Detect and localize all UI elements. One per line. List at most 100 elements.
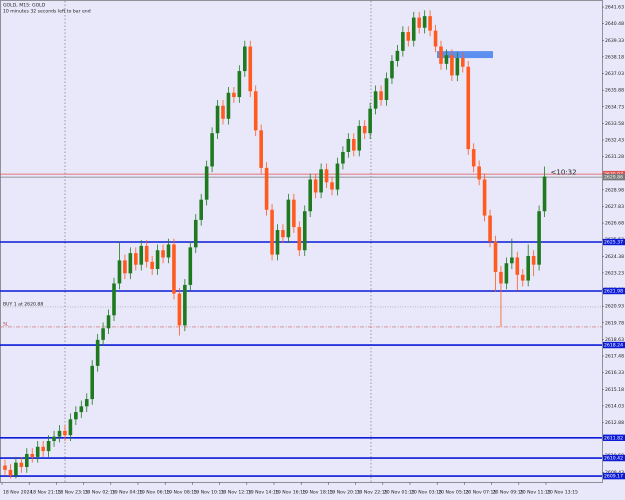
x-tick-label: 19 Nov 22:15 [357,490,388,496]
chart-title: GOLD, M15: GOLD [3,3,46,9]
candle-body [52,436,56,441]
y-tick-label: 2633.58 [605,121,624,127]
candle-body [357,125,362,151]
x-tick-label: 20 Nov 01:15 [384,490,415,496]
x-tick-label: 19 Nov 20:15 [329,490,360,496]
candle-body [439,46,443,64]
y-tick-label: 2609.43 [605,470,624,476]
candle-body [177,293,182,326]
candle-body [166,244,171,258]
x-tick-label: 19 Nov 06:15 [139,490,170,496]
level-tag-label: 2629.86 [604,175,623,181]
level-tag-label: 2610.42 [604,456,623,462]
candle-body [30,453,35,457]
x-tick-label: 19 Nov 14:15 [248,490,279,496]
level-tag-label: 2618.24 [604,343,623,349]
candle-body [123,260,127,274]
candle-body [193,219,198,248]
candle-body [221,105,225,119]
candle-body [422,16,427,28]
buy-label: BUY 1 at 2620.88 [3,301,43,307]
y-tick-label: 2631.28 [605,154,624,160]
y-tick-label: 2615.18 [605,387,624,393]
candle-body [57,430,62,437]
y-tick-label: 2614.03 [605,403,624,409]
x-tick-label: 19 Nov 16:15 [275,490,306,496]
candle-body [313,179,318,193]
candle-body [68,419,73,436]
candle-body [281,230,285,238]
candle-body [101,328,105,340]
y-tick-label: 2635.88 [605,88,624,94]
y-tick-label: 2639.33 [605,38,624,44]
candle-body [395,50,400,61]
y-tick-label: 2620.93 [605,304,624,310]
candle-body [172,244,176,294]
x-tick-label: 18 Nov 21:15 [30,490,61,496]
x-tick-label: 18 Nov 2024 [3,490,32,496]
x-tick-label: 20 Nov 11:15 [520,490,551,496]
candle-body [352,138,356,151]
candle-body [253,91,258,131]
candle-body [433,30,438,47]
candle-body [335,163,340,190]
candle-body [428,16,432,31]
candle-body [510,257,514,264]
candle-body [161,250,165,258]
candle-body [134,253,138,265]
x-tick-label: 20 Nov 07:15 [465,490,496,496]
x-tick-label: 19 Nov 18:15 [302,490,333,496]
candle-body [188,247,193,285]
candle-body [95,339,100,366]
candle-body [237,71,242,98]
candle-body [401,32,405,51]
candle-body [259,130,263,168]
price-zone [437,51,493,59]
candle-body [379,91,383,100]
x-tick-label: 20 Nov 13:15 [547,490,578,496]
candle-body [90,365,94,400]
y-tick-label: 2624.38 [605,254,624,260]
candle-body [270,209,274,255]
candle-body [232,92,236,98]
level-tag [603,472,625,480]
candle-body [35,446,40,457]
candle-body [215,105,220,134]
candle-body [384,78,389,100]
y-tick-label: 2619.78 [605,320,624,326]
candle-body [128,253,133,274]
candle-body [368,108,372,134]
level-tag-label: 2625.37 [604,240,623,246]
candle-body [19,462,24,467]
level-tag-label: 2611.82 [604,435,623,441]
candle-body [515,257,520,275]
candle-body [493,241,498,272]
candle-body [531,256,536,265]
x-tick-label: 19 Nov 12:15 [221,490,252,496]
candle-body [308,179,312,212]
candle-body [373,91,378,109]
candle-body [264,167,269,210]
candle-body [74,412,78,420]
x-tick-label: 20 Nov 09:15 [493,490,524,496]
candle-body [450,55,454,76]
candle-body [210,133,214,167]
candle-body [292,199,296,228]
y-tick-label: 2626.68 [605,221,624,227]
candle-body [275,230,280,255]
countdown: <10:32 [551,169,577,177]
level-tag [603,454,625,462]
y-tick-label: 2628.98 [605,187,624,193]
sl-label: SL [3,321,9,327]
candle-body [183,284,187,326]
candle-body [444,55,449,64]
candle-body [330,182,334,190]
candle-body [226,92,231,119]
candle-body [362,125,367,134]
level-tag [603,238,625,246]
x-tick-label: 20 Nov 03:15 [411,490,442,496]
candle-body [499,271,503,284]
candle-body [461,58,465,67]
candle-body [488,215,492,242]
y-tick-label: 2612.88 [605,420,624,426]
